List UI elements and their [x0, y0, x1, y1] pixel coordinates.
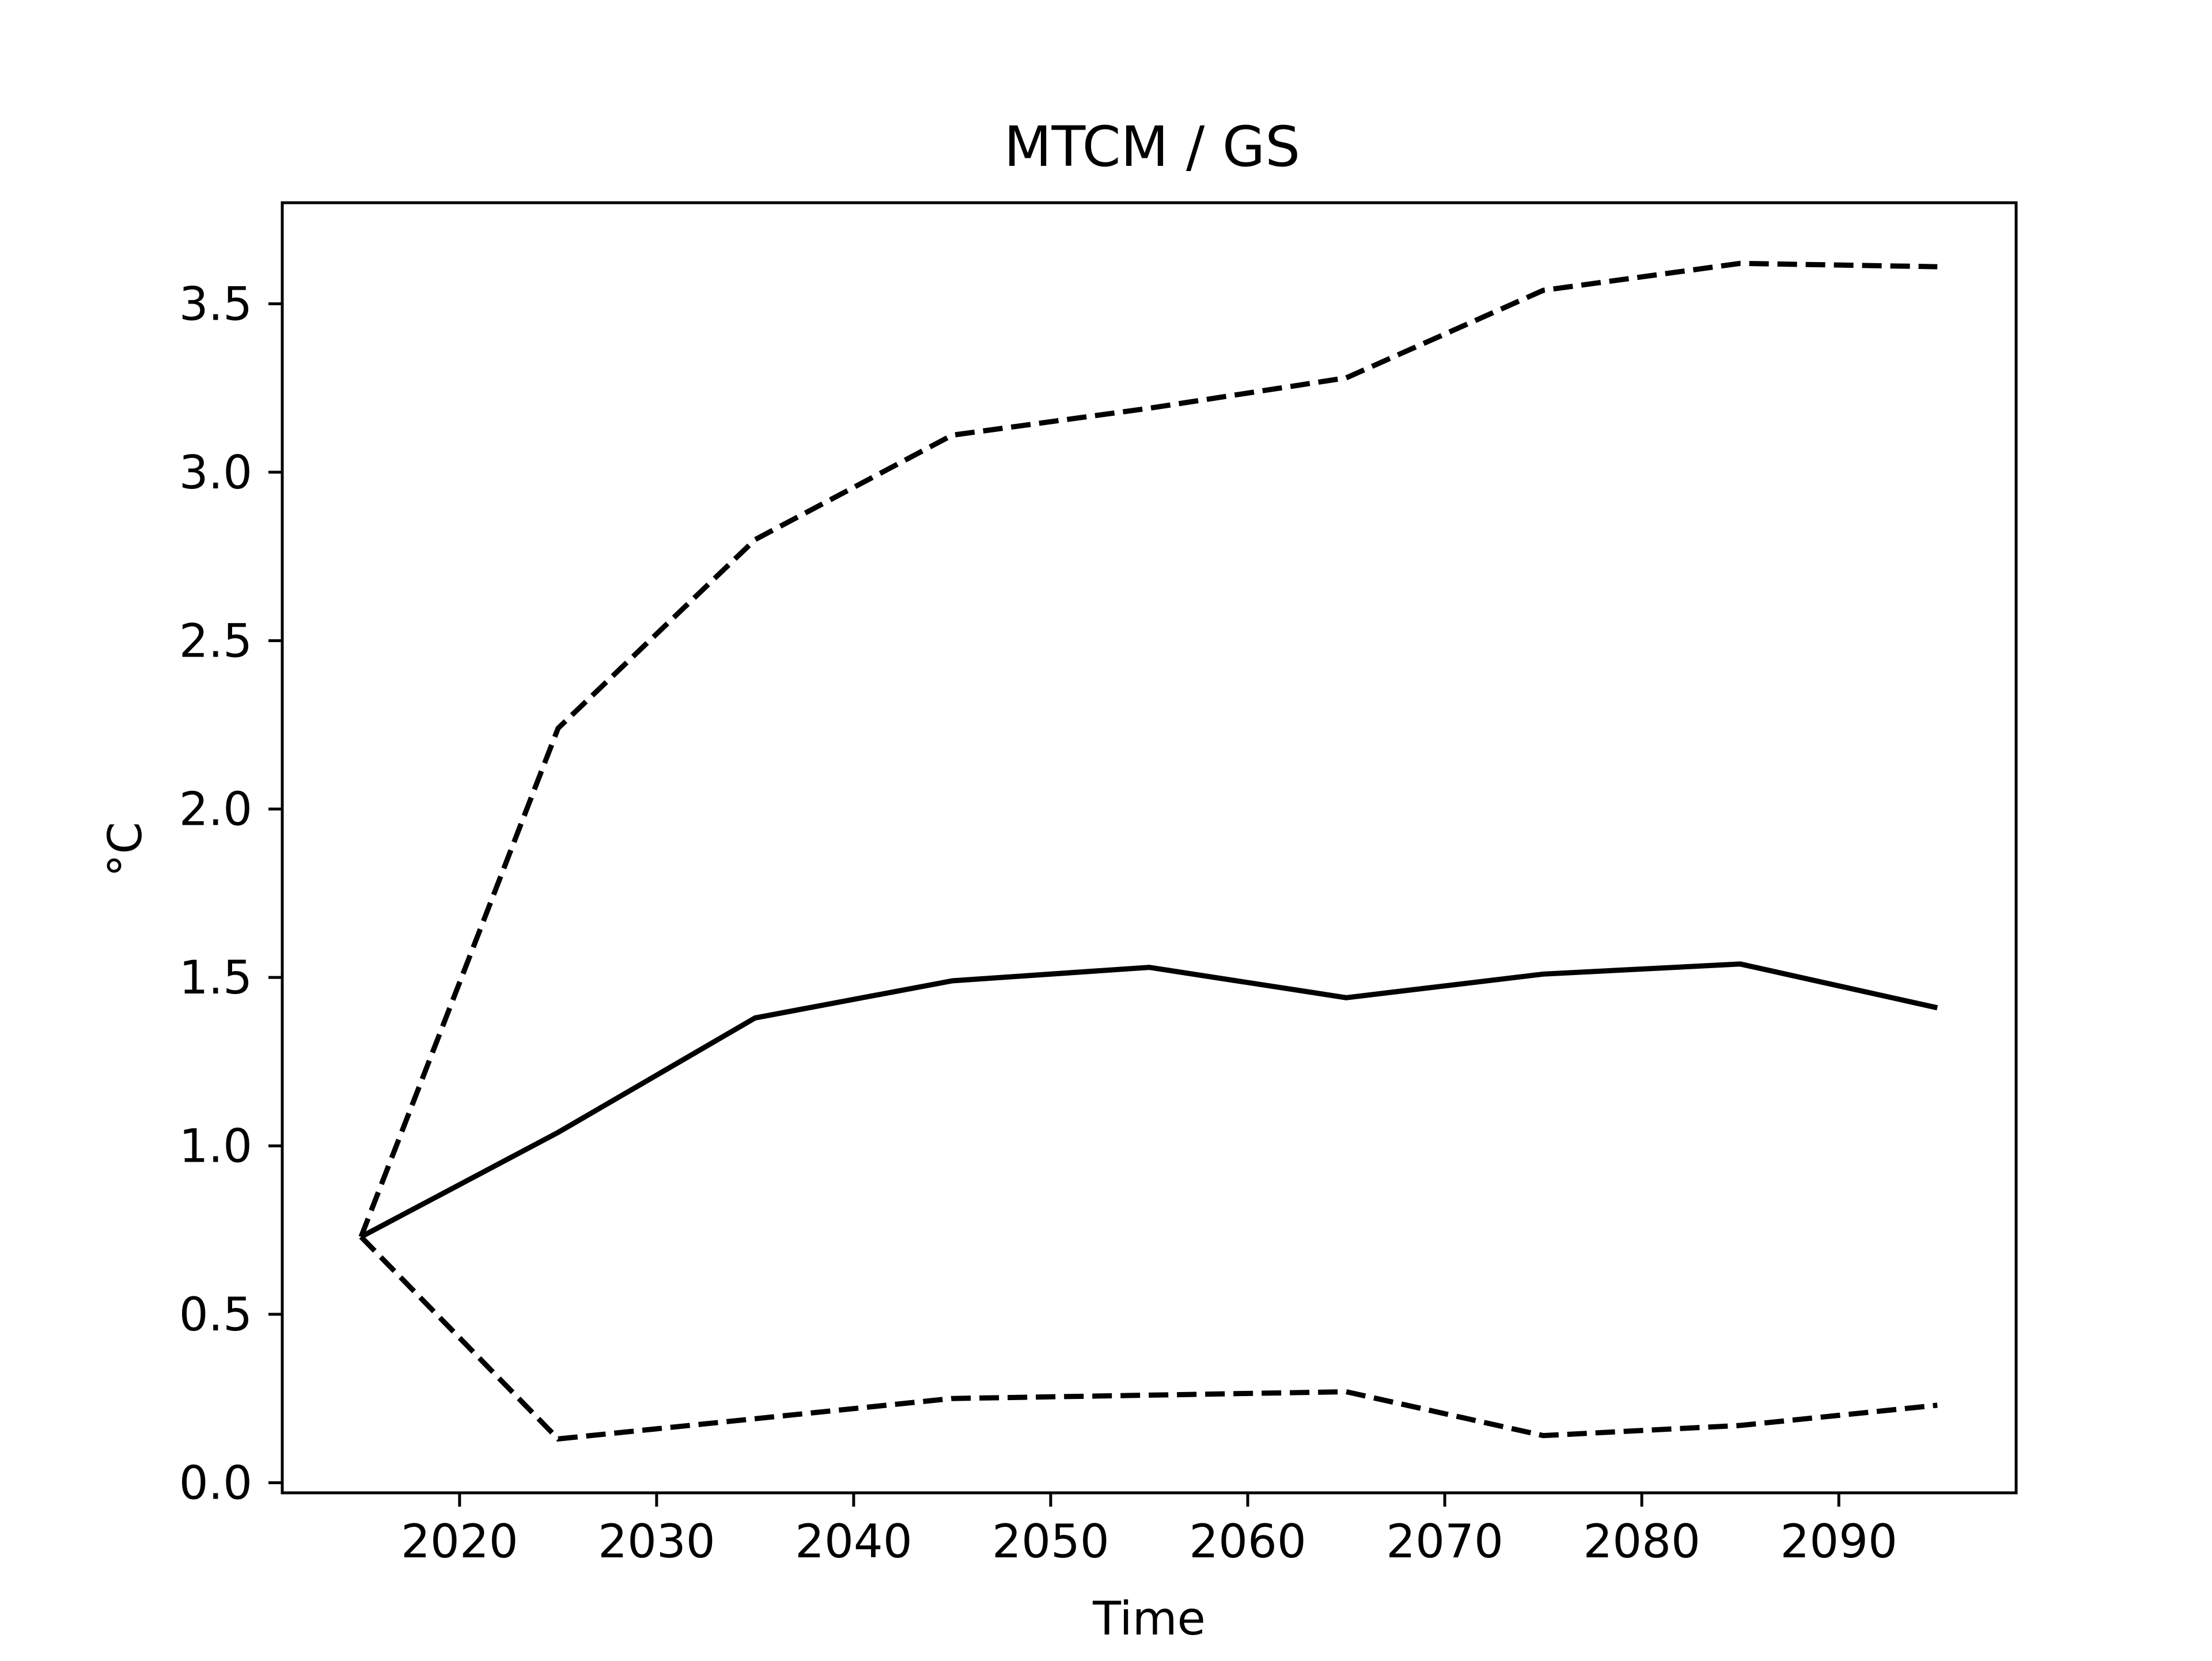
- plot-frame: [281, 201, 2018, 1495]
- series-line-lower: [359, 1235, 1938, 1442]
- y-tick-label: 2.0: [179, 783, 252, 836]
- x-axis: 2020 2030 2040 2050 2060 2070 2080 2090: [401, 1493, 1897, 1568]
- x-axis-label: Time: [1092, 1592, 1206, 1645]
- x-tick-label: 2040: [795, 1515, 912, 1568]
- x-tick-label: 2090: [1780, 1515, 1897, 1568]
- x-tick-label: 2050: [992, 1515, 1109, 1568]
- plot-area: [358, 260, 1938, 1442]
- y-tick-label: 3.5: [179, 277, 252, 331]
- y-tick-label: 1.5: [179, 951, 252, 1004]
- y-tick-label: 1.0: [179, 1120, 252, 1173]
- y-axis: 0.0 0.5 1.0 1.5 2.0 2.5 3.0 3.5: [179, 277, 282, 1510]
- series-line-upper: [358, 260, 1938, 1238]
- x-tick-label: 2060: [1189, 1515, 1306, 1568]
- y-tick-label: 3.0: [179, 446, 252, 499]
- x-tick-label: 2030: [598, 1515, 715, 1568]
- y-tick-label: 0.5: [179, 1288, 252, 1341]
- x-tick-label: 2020: [401, 1515, 518, 1568]
- chart-title: MTCM / GS: [1004, 115, 1300, 179]
- x-tick-label: 2070: [1386, 1515, 1503, 1568]
- series-line-mean: [359, 961, 1938, 1239]
- y-tick-label: 0.0: [179, 1456, 252, 1510]
- y-axis-label: °C: [99, 822, 152, 877]
- x-tick-label: 2080: [1583, 1515, 1700, 1568]
- y-tick-label: 2.5: [179, 614, 252, 668]
